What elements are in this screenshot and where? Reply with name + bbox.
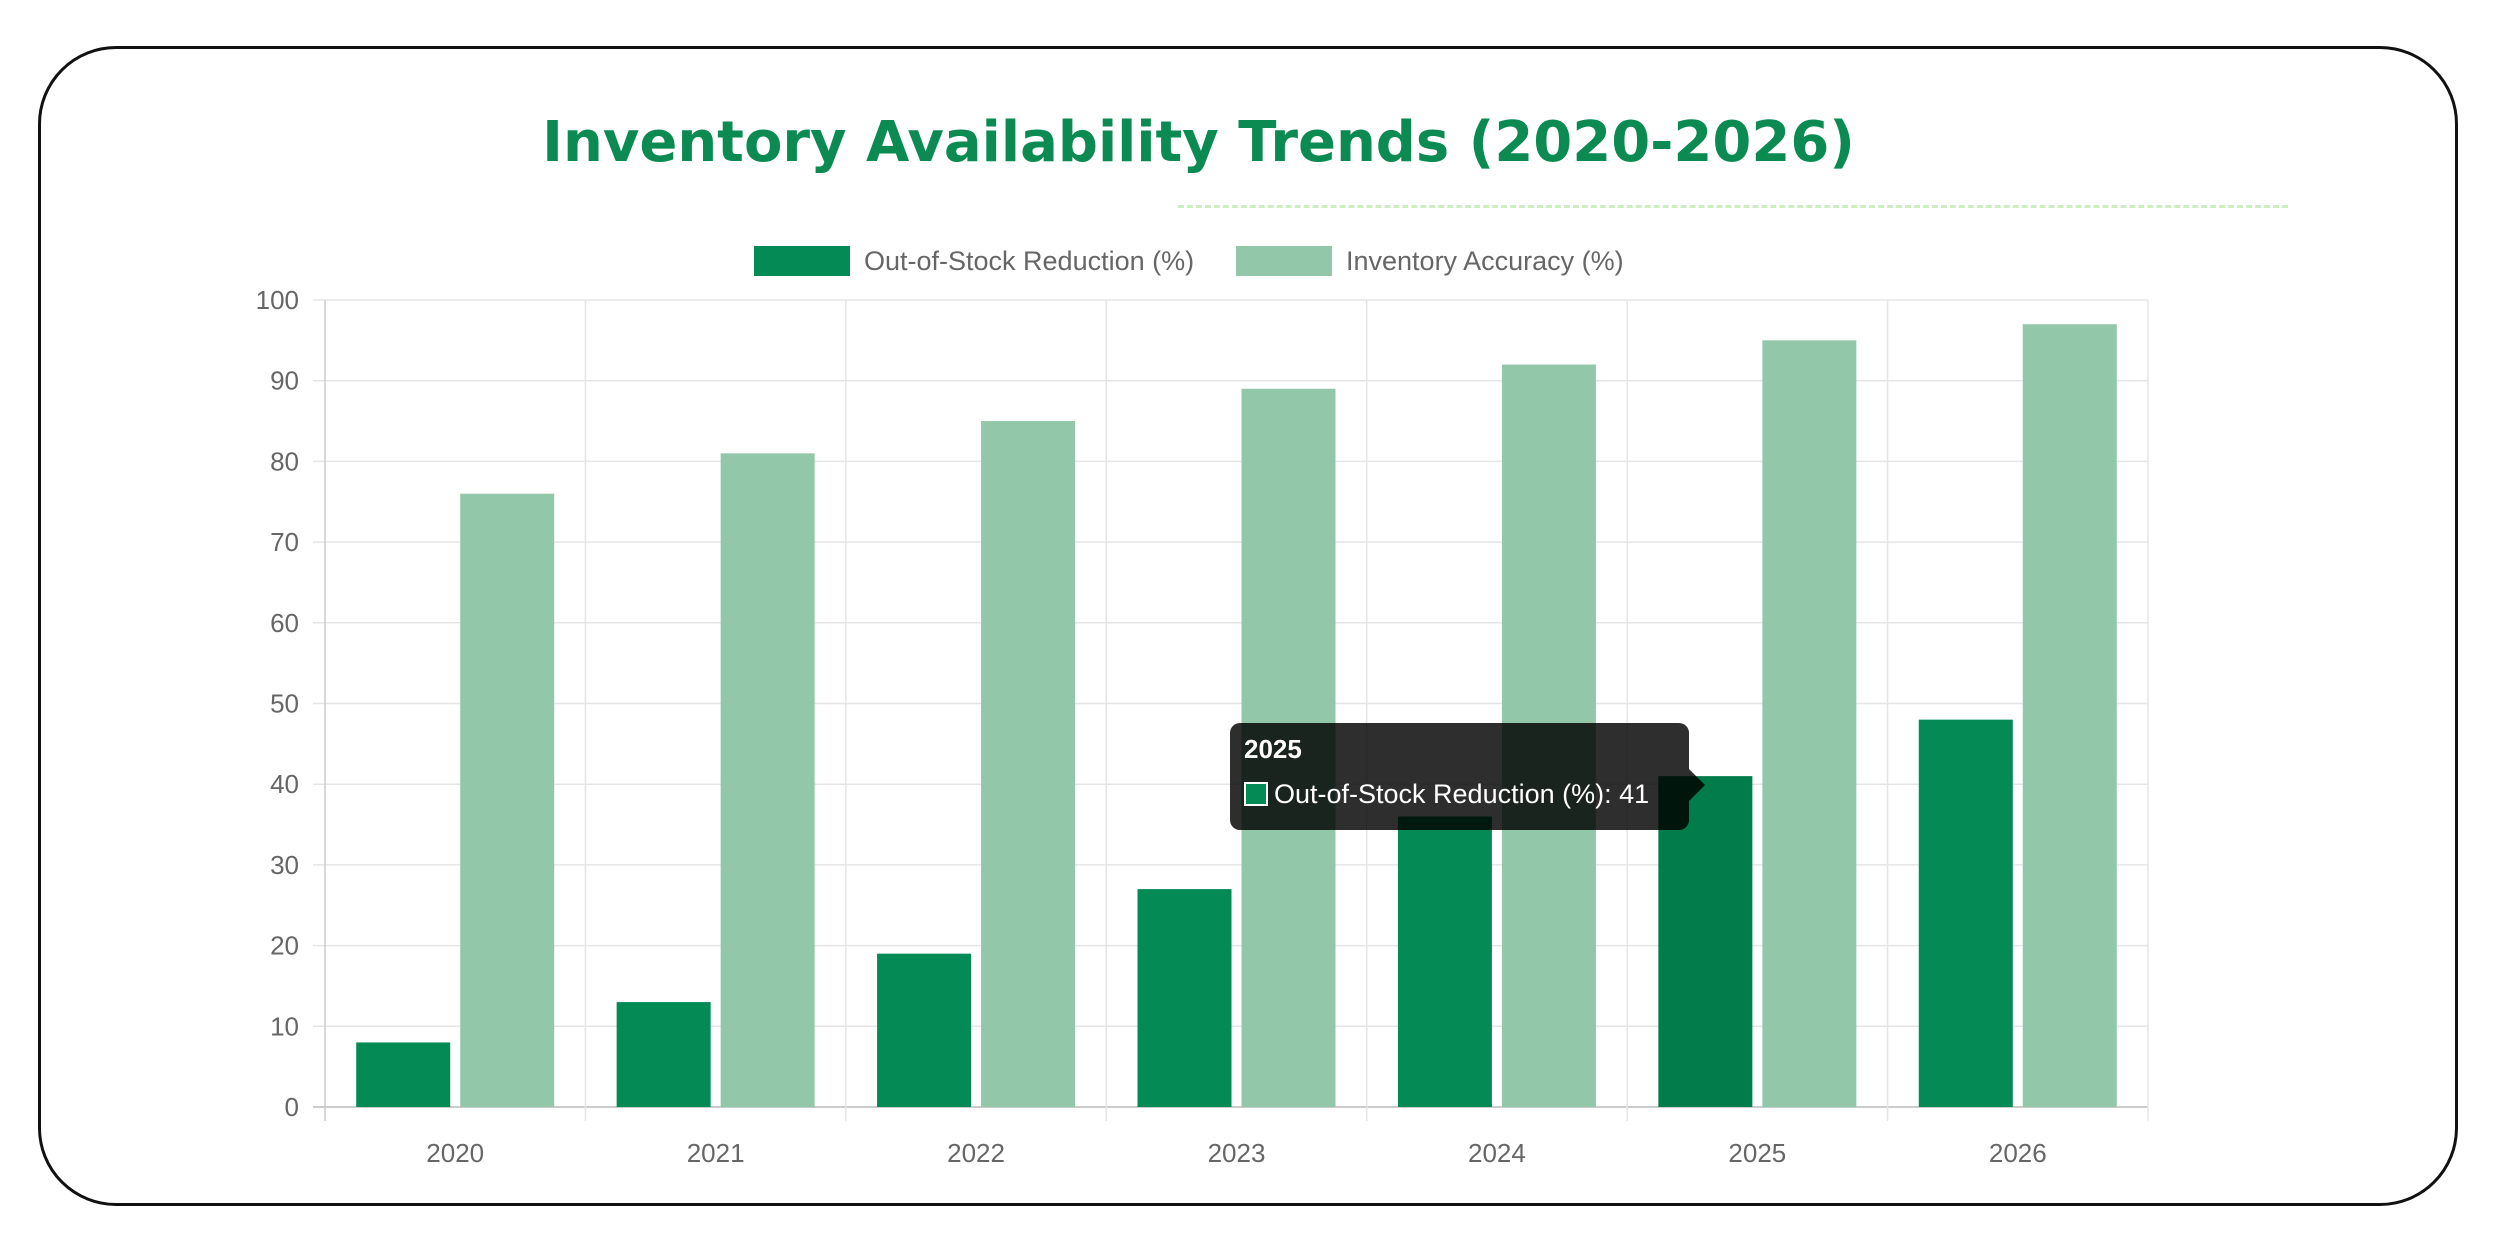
chart-title: Inventory Availability Trends (2020-2026…	[542, 110, 1855, 175]
x-axis-ticks: 2020 2021 2022 2023 2024 2025 2026	[426, 1138, 2046, 1168]
y-tick-label: 0	[285, 1092, 299, 1122]
bar-out-of-stock-2025[interactable]	[1658, 776, 1753, 1107]
y-tick-label: 90	[270, 366, 299, 396]
y-tick-label: 80	[270, 446, 299, 476]
legend-swatch-0[interactable]	[754, 246, 850, 276]
bar-accuracy-2020[interactable]	[460, 493, 555, 1107]
bar-out-of-stock-2022[interactable]	[877, 953, 972, 1107]
legend-swatch-1[interactable]	[1236, 246, 1332, 276]
bar-accuracy-2022[interactable]	[981, 421, 1076, 1107]
y-tick-label: 100	[256, 285, 299, 315]
y-axis-ticks: 0 10 20 30 40 50 60 70 80 90 100	[256, 285, 299, 1122]
bar-out-of-stock-2024[interactable]	[1397, 816, 1492, 1107]
bar-accuracy-2021[interactable]	[720, 453, 815, 1108]
tooltip-swatch	[1244, 782, 1268, 806]
y-tick-label: 10	[270, 1011, 299, 1041]
bar-accuracy-2025[interactable]	[1762, 340, 1857, 1108]
legend-label-0[interactable]: Out-of-Stock Reduction (%)	[864, 246, 1194, 276]
bar-out-of-stock-2020[interactable]	[356, 1042, 451, 1107]
x-tick-label: 2023	[1208, 1138, 1266, 1168]
x-tick-label: 2026	[1989, 1138, 2047, 1168]
bars	[356, 324, 2117, 1108]
legend-label-1[interactable]: Inventory Accuracy (%)	[1346, 246, 1624, 276]
y-tick-label: 20	[270, 931, 299, 961]
tooltip: 2025 Out-of-Stock Reduction (%): 41	[1230, 723, 1705, 830]
tooltip-row: Out-of-Stock Reduction (%): 41	[1244, 779, 1675, 809]
bar-accuracy-2026[interactable]	[2022, 324, 2117, 1108]
title-decoration	[1178, 205, 2288, 208]
tooltip-title: 2025	[1244, 734, 1302, 764]
x-tick-label: 2022	[947, 1138, 1005, 1168]
y-tick-label: 60	[270, 608, 299, 638]
bar-out-of-stock-2026[interactable]	[1918, 719, 2013, 1107]
y-tick-label: 70	[270, 527, 299, 557]
tooltip-label: Out-of-Stock Reduction (%): 41	[1274, 779, 1650, 809]
y-tick-label: 30	[270, 850, 299, 880]
x-tick-label: 2020	[426, 1138, 484, 1168]
x-tick-label: 2024	[1468, 1138, 1526, 1168]
legend: Out-of-Stock Reduction (%) Inventory Accu…	[754, 246, 1624, 276]
x-tick-label: 2021	[687, 1138, 745, 1168]
y-tick-label: 50	[270, 689, 299, 719]
bar-out-of-stock-2023[interactable]	[1137, 889, 1232, 1107]
x-tick-label: 2025	[1728, 1138, 1786, 1168]
bar-out-of-stock-2021[interactable]	[616, 1002, 711, 1107]
y-tick-label: 40	[270, 769, 299, 799]
